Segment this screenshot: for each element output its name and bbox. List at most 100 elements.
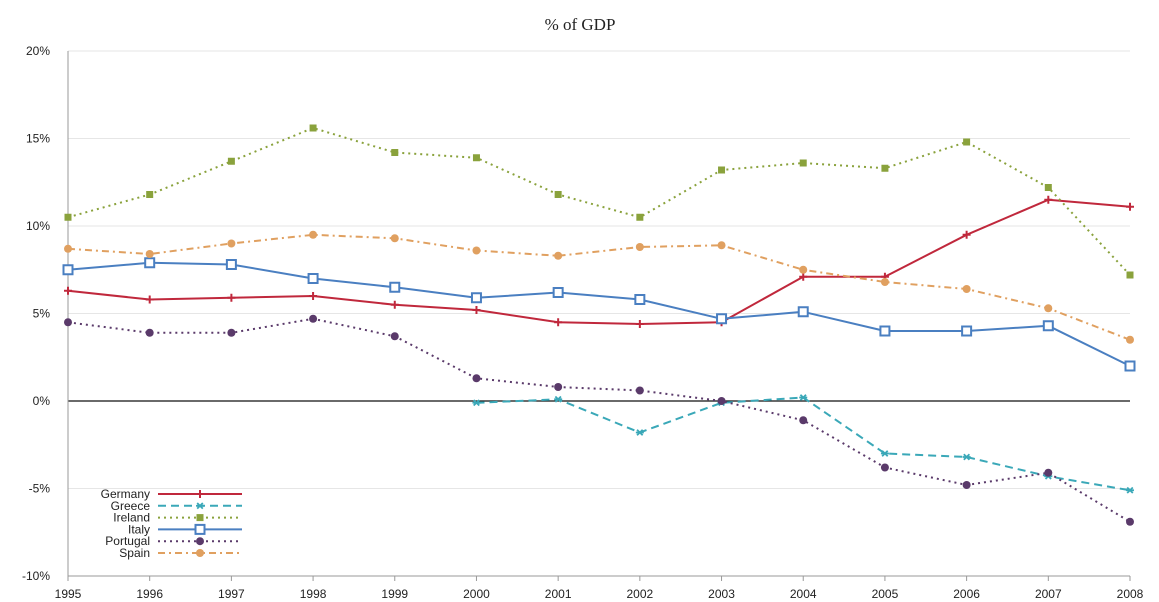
data-point-greece bbox=[635, 429, 644, 436]
legend-entry-italy: Italy bbox=[128, 522, 242, 536]
data-point-ireland bbox=[636, 213, 644, 221]
data-point-italy bbox=[552, 287, 564, 298]
data-point-germany bbox=[1044, 195, 1053, 204]
data-point-greece bbox=[472, 399, 481, 407]
legend-label: Germany bbox=[101, 487, 150, 501]
chart-title: % of GDP bbox=[545, 15, 616, 34]
data-point-germany bbox=[472, 306, 481, 314]
data-point-portugal bbox=[472, 374, 481, 383]
series-line-greece bbox=[476, 396, 1131, 492]
series-line-ireland bbox=[67, 127, 1131, 276]
data-point-spain bbox=[64, 244, 72, 253]
x-tick-label: 1995 bbox=[55, 587, 82, 601]
data-point-greece bbox=[880, 450, 889, 457]
legend-entry-portugal: Portugal bbox=[105, 534, 242, 548]
y-tick-label: 15% bbox=[26, 132, 50, 146]
series-ireland bbox=[64, 124, 1134, 279]
data-point-ireland bbox=[391, 149, 399, 156]
data-point-germany bbox=[554, 318, 563, 327]
legend-entry-greece: Greece bbox=[111, 499, 242, 513]
data-point-germany bbox=[145, 295, 154, 304]
data-point-italy bbox=[389, 281, 401, 293]
data-point-greece bbox=[554, 395, 563, 403]
data-point-spain bbox=[635, 243, 644, 251]
data-point-italy bbox=[1042, 320, 1054, 332]
data-point-italy bbox=[225, 259, 237, 270]
series-lines bbox=[62, 124, 1136, 526]
y-tick-label: 0% bbox=[33, 394, 51, 408]
legend-label: Spain bbox=[119, 546, 150, 560]
x-tick-label: 2008 bbox=[1117, 587, 1144, 601]
data-point-portugal bbox=[227, 328, 236, 337]
data-point-italy bbox=[1124, 360, 1136, 372]
x-tick-label: 2004 bbox=[790, 587, 817, 601]
data-point-portugal bbox=[145, 328, 154, 337]
data-point-ireland bbox=[146, 191, 154, 198]
data-point-germany bbox=[962, 230, 971, 239]
y-tick-label: -5% bbox=[29, 482, 51, 496]
data-point-ireland bbox=[64, 213, 72, 221]
data-point-ireland bbox=[227, 157, 235, 165]
legend-marker bbox=[196, 490, 204, 498]
y-tick-label: 10% bbox=[26, 219, 50, 233]
x-tick-label: 2005 bbox=[872, 587, 899, 601]
data-point-ireland bbox=[963, 138, 971, 146]
data-point-germany bbox=[309, 292, 318, 300]
legend-marker bbox=[196, 537, 204, 546]
legend-entry-spain: Spain bbox=[119, 546, 242, 560]
data-point-italy bbox=[470, 292, 482, 304]
legend-label: Italy bbox=[128, 522, 150, 536]
data-point-spain bbox=[227, 239, 236, 248]
data-point-italy bbox=[716, 313, 728, 325]
data-point-ireland bbox=[1044, 184, 1052, 191]
data-point-ireland bbox=[799, 159, 807, 167]
series-italy bbox=[62, 257, 1136, 372]
data-point-portugal bbox=[309, 314, 318, 323]
data-point-italy bbox=[879, 325, 891, 337]
data-point-portugal bbox=[635, 386, 644, 395]
x-tick-label: 1996 bbox=[136, 587, 163, 601]
series-line-spain bbox=[67, 233, 1131, 341]
data-point-portugal bbox=[64, 318, 72, 327]
legend-label: Greece bbox=[111, 499, 151, 513]
data-point-italy bbox=[634, 294, 646, 305]
legend-entry-ireland: Ireland bbox=[113, 511, 242, 525]
series-portugal bbox=[64, 314, 1134, 526]
x-tick-label: 1998 bbox=[300, 587, 327, 601]
series-line-italy bbox=[67, 261, 1131, 367]
data-point-portugal bbox=[1044, 468, 1053, 477]
data-point-italy bbox=[961, 325, 973, 337]
x-tick-label: 1997 bbox=[218, 587, 245, 601]
data-point-spain bbox=[962, 285, 971, 293]
data-point-ireland bbox=[718, 166, 726, 174]
data-point-portugal bbox=[880, 463, 889, 472]
data-point-spain bbox=[1044, 304, 1053, 313]
data-point-portugal bbox=[962, 481, 971, 489]
series-spain bbox=[64, 230, 1134, 344]
data-point-italy bbox=[307, 273, 319, 284]
x-tick-label: 2001 bbox=[545, 587, 572, 601]
data-point-greece bbox=[799, 394, 808, 401]
data-point-spain bbox=[309, 230, 318, 239]
data-point-italy bbox=[144, 257, 156, 269]
data-point-ireland bbox=[1126, 271, 1134, 279]
x-tick-label: 2000 bbox=[463, 587, 490, 601]
data-point-spain bbox=[554, 251, 563, 260]
data-point-ireland bbox=[309, 124, 317, 132]
legend-marker bbox=[196, 514, 204, 522]
legend-marker bbox=[196, 549, 204, 557]
series-germany bbox=[64, 195, 1134, 328]
data-point-spain bbox=[880, 278, 889, 286]
data-point-spain bbox=[799, 265, 808, 274]
legend-entry-germany: Germany bbox=[101, 487, 242, 501]
data-point-germany bbox=[799, 272, 808, 281]
data-point-germany bbox=[1126, 202, 1134, 211]
data-point-portugal bbox=[799, 416, 808, 425]
data-point-ireland bbox=[472, 154, 480, 162]
data-point-germany bbox=[64, 286, 72, 295]
axes: -10% -5% 0% 5% 10% 15% 20% 1995 1996 1997 1998 1999… bbox=[22, 44, 1144, 601]
x-tick-label: 2007 bbox=[1035, 587, 1062, 601]
